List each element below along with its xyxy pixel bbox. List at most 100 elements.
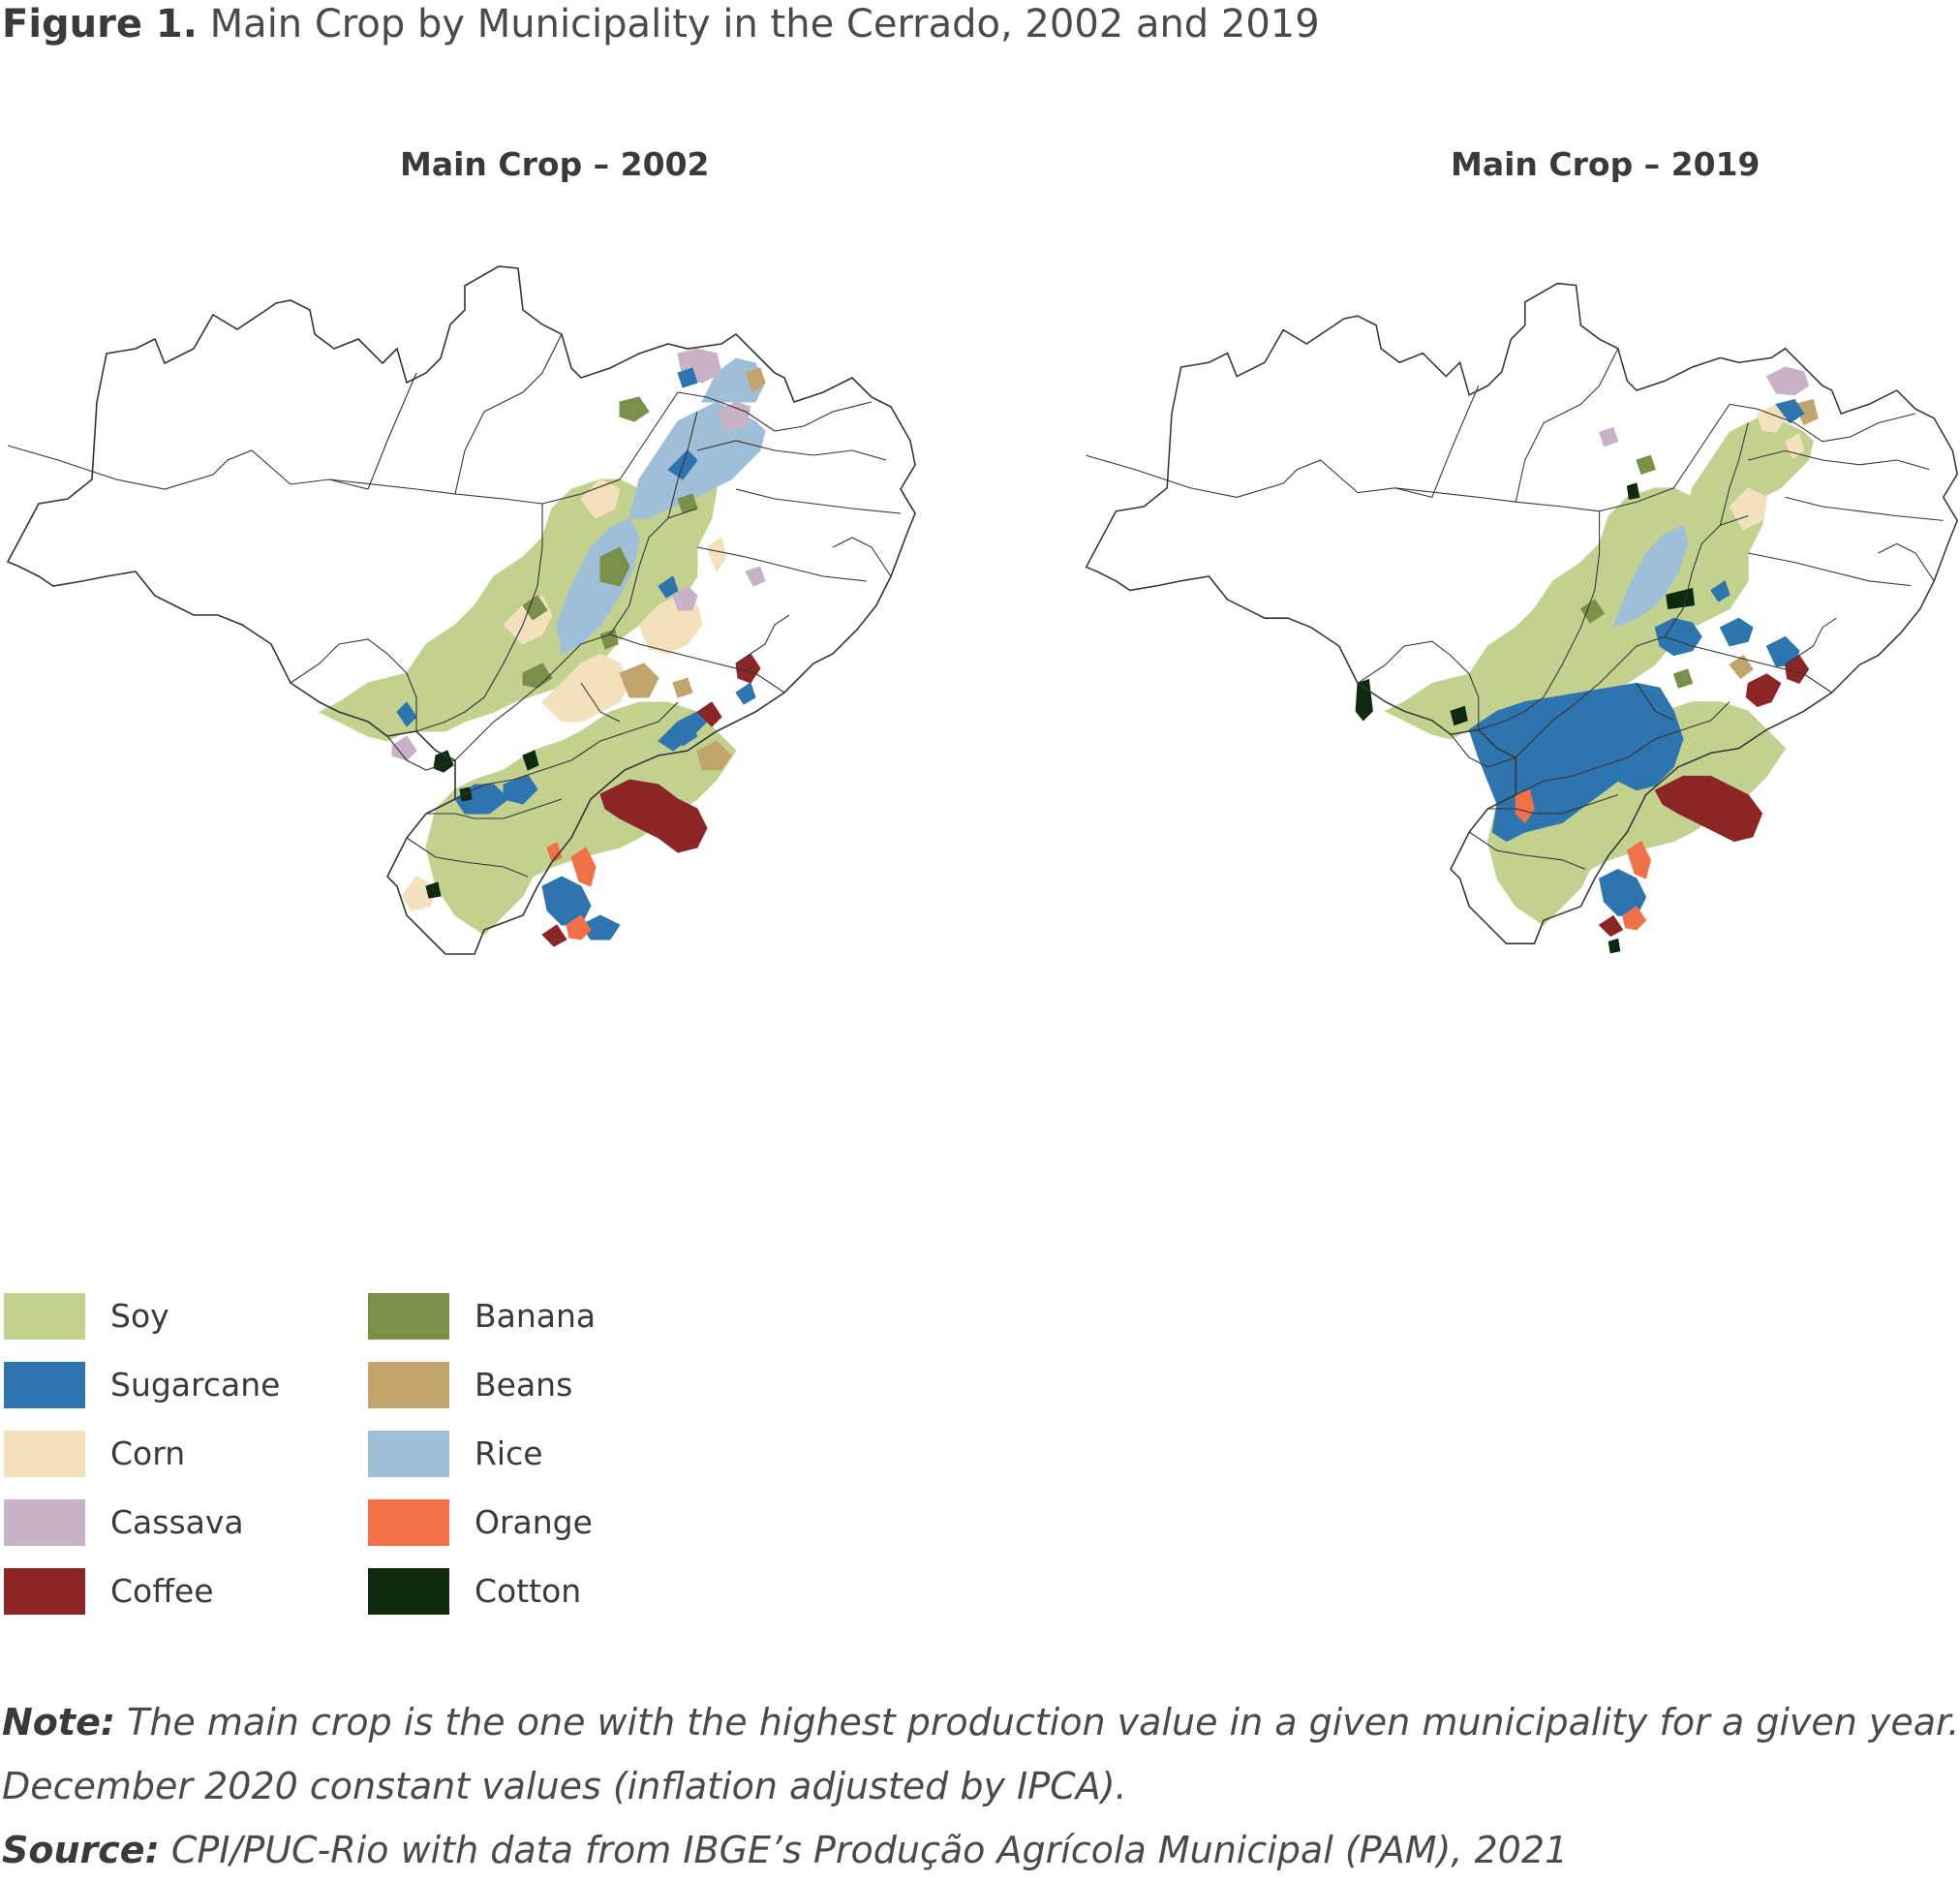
state-border <box>1487 794 1618 815</box>
source-text: CPI/PUC-Rio with data from IBGE’s Produç… <box>170 1829 1569 1871</box>
figure-label: Figure 1. <box>2 2 198 46</box>
crop-area-banana <box>1636 454 1656 476</box>
state-border <box>1785 496 1944 521</box>
crop-area-orange <box>570 847 597 887</box>
state-border <box>696 546 868 582</box>
legend-swatch-sugarcane <box>4 1362 85 1408</box>
state-border <box>609 508 698 635</box>
crop-area-cotton <box>1450 705 1468 726</box>
country-outline <box>1085 282 1959 944</box>
legend-label-orange: Orange <box>475 1503 593 1541</box>
crop-area-beans <box>1793 399 1819 426</box>
crop-area-cassava <box>391 735 417 761</box>
state-border <box>454 633 611 761</box>
crop-areas-2002 <box>318 348 766 947</box>
crop-area-banana <box>522 663 553 689</box>
state-border <box>454 759 572 800</box>
crop-area-cassava <box>716 401 751 432</box>
crop-area-banana <box>619 396 650 422</box>
state-border <box>1719 422 1749 526</box>
crop-area-coffee <box>696 701 722 727</box>
legend-label-corn: Corn <box>110 1435 186 1472</box>
legend-label-cassava: Cassava <box>110 1503 244 1541</box>
crop-area-orange <box>1515 789 1535 824</box>
state-border <box>580 682 621 723</box>
state-border <box>609 633 785 694</box>
crop-area-beans <box>745 367 766 393</box>
map-2019 <box>1085 282 1959 954</box>
crop-area-sugarcane <box>677 367 698 388</box>
crop-area-sugarcane <box>1719 617 1754 647</box>
crop-area-orange <box>546 842 563 863</box>
crop-area-sugarcane <box>580 914 621 941</box>
map-title-2002: Main Crop – 2002 <box>400 145 710 183</box>
state-border <box>1515 635 1665 758</box>
crop-area-cotton <box>522 750 539 771</box>
crop-area-cassava <box>1598 426 1619 447</box>
crop-area-banana <box>599 629 619 650</box>
crop-area-coffee <box>541 924 567 947</box>
legend-label-coffee: Coffee <box>110 1572 214 1610</box>
crop-area-cassava <box>745 566 766 587</box>
legend-swatch-cassava <box>4 1499 85 1546</box>
crop-area-banana <box>599 546 630 587</box>
crop-area-orange <box>566 914 592 941</box>
state-border <box>454 333 563 495</box>
notes: Note: The main crop is the one with the … <box>2 1690 1959 1882</box>
crop-area-cotton <box>433 750 454 773</box>
figure-title: Figure 1. Main Crop by Municipality in t… <box>2 0 1320 48</box>
map-2002 <box>6 265 916 955</box>
state-border <box>1394 385 1480 499</box>
state-border <box>735 488 902 514</box>
crop-area-beans <box>1729 654 1754 680</box>
state-border <box>1450 733 1516 768</box>
crop-area-cotton <box>1355 678 1373 722</box>
state-border <box>1748 449 1930 471</box>
crop-area-sugarcane <box>1710 580 1730 602</box>
state-border <box>1468 831 1586 870</box>
source-line: Source: CPI/PUC-Rio with data from IBGE’… <box>2 1818 1939 1882</box>
legend-label-beans: Beans <box>475 1366 573 1404</box>
state-border <box>426 798 563 819</box>
note-line-2: December 2020 constant values (inflation… <box>2 1754 1939 1818</box>
map-title-2019: Main Crop – 2019 <box>1451 145 1761 183</box>
state-border <box>677 391 873 432</box>
state-border <box>1636 683 1674 722</box>
crop-area-cassava <box>672 585 698 611</box>
legend-swatch-orange <box>368 1499 449 1546</box>
crop-area-beans <box>696 740 732 771</box>
crop-area-cotton <box>425 881 442 899</box>
crop-area-sugarcane <box>658 575 679 599</box>
note-line-1: Note: The main crop is the one with the … <box>2 1690 1959 1754</box>
crop-area-cassava <box>1765 366 1810 396</box>
state-border <box>1515 348 1619 503</box>
crop-area-cotton <box>1626 482 1640 500</box>
state-border <box>1748 552 1912 587</box>
crop-area-beans <box>619 663 659 698</box>
crop-area-orange <box>1622 906 1647 931</box>
crop-area-coffee <box>735 653 761 684</box>
legend-label-rice: Rice <box>475 1435 543 1472</box>
state-border <box>328 372 417 490</box>
note-text-2: December 2020 constant values (inflation… <box>2 1765 1127 1807</box>
state-border <box>1478 510 1601 730</box>
crop-area-coffee <box>599 779 708 853</box>
legend-swatch-corn <box>4 1431 85 1477</box>
state-border <box>832 537 892 577</box>
crop-area-orange <box>1626 840 1651 879</box>
legend-label-cotton: Cotton <box>475 1572 582 1610</box>
state-border <box>1785 617 1837 665</box>
crop-area-sugarcane <box>1775 399 1805 424</box>
state-border <box>7 445 291 490</box>
state-border <box>386 735 456 771</box>
crop-area-coffee <box>1745 673 1782 707</box>
state-border <box>570 701 679 761</box>
legend-swatch-soy <box>4 1293 85 1340</box>
brazil-state-outlines-2019 <box>1085 282 1959 944</box>
state-border <box>290 638 417 731</box>
state-border <box>1664 515 1749 637</box>
state-border <box>1878 542 1935 582</box>
state-border <box>1515 756 1628 796</box>
crop-area-rice <box>1612 524 1689 629</box>
state-border <box>667 411 698 519</box>
